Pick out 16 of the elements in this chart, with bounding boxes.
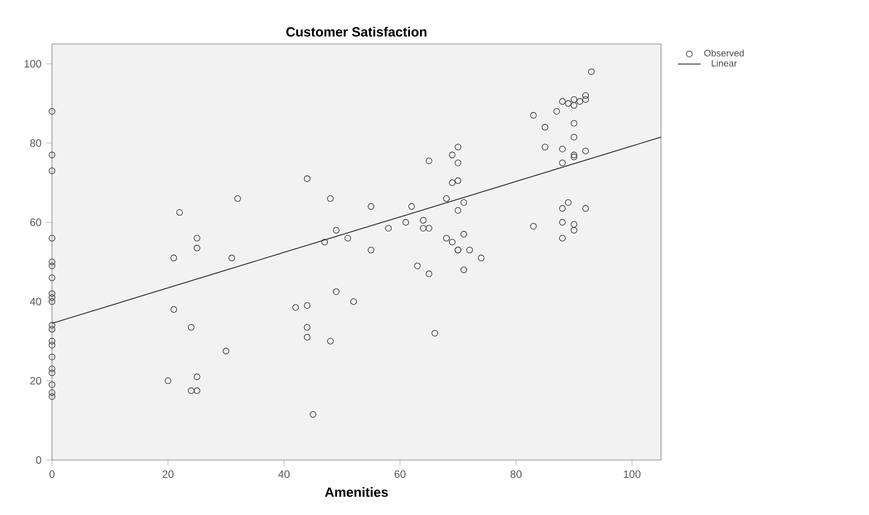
x-tick-label: 100 xyxy=(624,470,640,478)
x-tick-label: 80 xyxy=(510,470,522,478)
y-tick-label: 20 xyxy=(30,376,42,385)
x-tick-label: 0 xyxy=(49,470,55,478)
y-tick-label: 0 xyxy=(36,456,42,464)
x-tick-label: 40 xyxy=(278,470,290,478)
y-tick-label: 80 xyxy=(30,139,42,147)
legend-label: Observed xyxy=(704,50,744,56)
legend-label: Linear xyxy=(712,60,737,67)
chart-title: Customer Satisfaction xyxy=(286,26,426,37)
y-tick-label: 40 xyxy=(30,298,42,306)
x-tick-label: 60 xyxy=(394,470,406,478)
x-tick-label: 20 xyxy=(162,470,174,478)
y-tick-label: 60 xyxy=(30,218,42,226)
x-axis-title: Amenities xyxy=(324,487,388,497)
y-tick-label: 100 xyxy=(24,60,42,68)
